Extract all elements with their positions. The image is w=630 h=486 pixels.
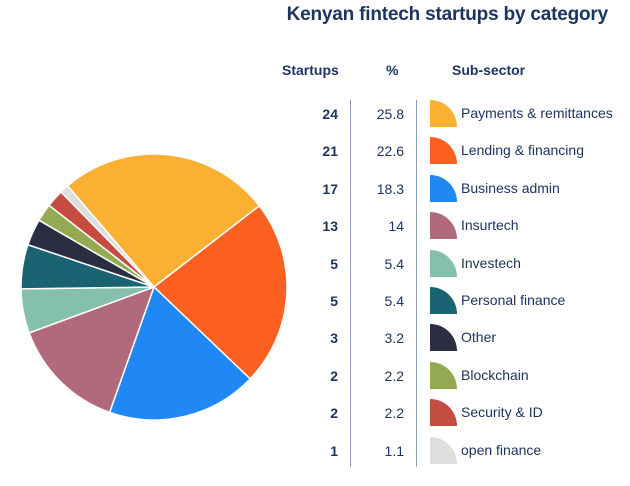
legend-row: 2 2.2 Security & ID [0, 399, 630, 429]
startups-count: 1 [330, 442, 338, 459]
legend-row: 3 3.2 Other [0, 324, 630, 354]
startups-count: 2 [330, 367, 338, 384]
legend-swatch [430, 399, 457, 427]
subsector-label: Lending & financing [461, 142, 584, 159]
pie-slice-payments-remittances [66, 153, 261, 289]
percent-value: 22.6 [376, 143, 404, 160]
percent-value: 2.2 [384, 405, 404, 422]
percent-value: 14 [388, 218, 404, 235]
column-header-percent: % [386, 62, 399, 78]
pie-slice-lending-financing [152, 204, 288, 380]
subsector-label: Personal finance [461, 292, 566, 308]
startups-count: 2 [330, 405, 338, 422]
legend-swatch [430, 361, 457, 389]
legend-swatch [430, 174, 457, 202]
column-header-subsector: Sub-sector [452, 62, 526, 78]
pie-slice-business-admin [108, 285, 252, 421]
startups-count: 17 [322, 180, 338, 197]
legend-row: 13 14 Insurtech [0, 212, 630, 242]
legend-row: 17 18.3 Business admin [0, 174, 630, 205]
column-divider-right [416, 100, 417, 467]
startups-count: 21 [322, 143, 338, 160]
startups-count: 5 [330, 293, 338, 309]
startups-count: 24 [322, 106, 338, 122]
pie-slice-insurtech [28, 285, 156, 414]
subsector-label: Investech [461, 254, 521, 271]
subsector-label: Other [461, 329, 497, 346]
chart-title: Kenyan fintech startups by category [286, 4, 609, 25]
subsector-label: Security & ID [461, 404, 543, 421]
pie-slice-open-finance [59, 184, 155, 288]
column-divider-left [350, 100, 351, 467]
legend-row: 21 22.6 Lending & financing [0, 137, 630, 167]
percent-value: 18.3 [376, 180, 404, 197]
legend-swatch [430, 212, 457, 240]
legend-row: 24 25.8 Payments & remittances [0, 100, 630, 130]
legend-row: 2 2.2 Blockchain [0, 361, 630, 392]
subsector-label: Blockchain [461, 366, 529, 383]
percent-value: 1.1 [384, 442, 404, 459]
legend-swatch [430, 249, 457, 277]
legend-row: 5 5.4 Personal finance [0, 287, 630, 317]
startups-count: 13 [322, 218, 338, 235]
subsector-label: Payments & remittances [461, 105, 613, 121]
pie-chart [20, 153, 288, 421]
legend-row: 1 1.1 open finance [0, 436, 630, 467]
legend-row: 5 5.4 Investech [0, 249, 630, 280]
startups-count: 3 [330, 330, 338, 347]
legend-swatch [430, 287, 457, 314]
subsector-label: open finance [461, 441, 542, 458]
percent-value: 2.2 [384, 367, 404, 384]
percent-value: 25.8 [376, 106, 404, 122]
legend-swatch [430, 137, 457, 165]
subsector-label: Business admin [461, 179, 560, 196]
percent-value: 5.4 [384, 255, 404, 272]
percent-value: 5.4 [384, 293, 404, 309]
subsector-label: Insurtech [461, 217, 519, 234]
startups-count: 5 [330, 255, 338, 272]
column-header-startups: Startups [282, 62, 339, 78]
percent-value: 3.2 [384, 330, 404, 347]
legend-swatch [430, 100, 457, 127]
legend-swatch [430, 324, 457, 352]
legend-swatch [430, 436, 457, 464]
